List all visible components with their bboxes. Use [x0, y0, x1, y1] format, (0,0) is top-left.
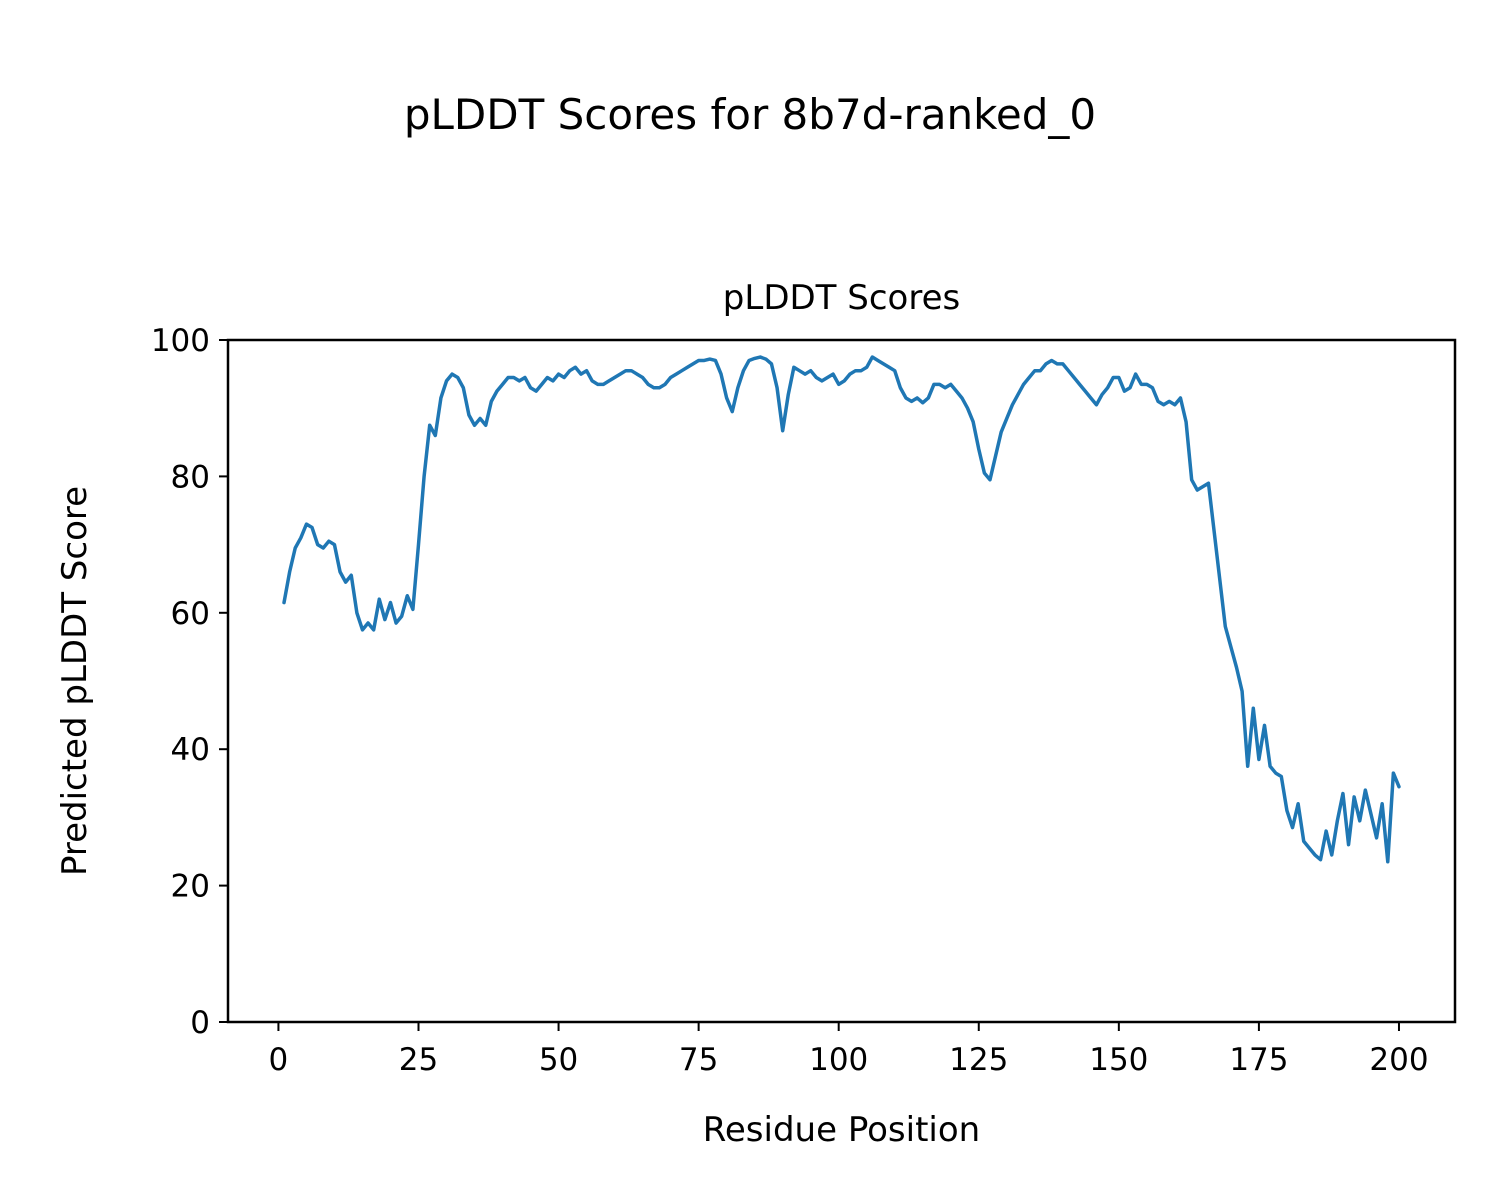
x-tick-label: 125: [949, 1042, 1008, 1078]
y-tick-label: 60: [171, 596, 210, 632]
y-tick-label: 20: [171, 869, 210, 905]
x-tick-label: 150: [1089, 1042, 1148, 1078]
x-tick-label: 75: [679, 1042, 718, 1078]
plddt-score-line: [282, 355, 1401, 864]
figure-suptitle: pLDDT Scores for 8b7d-ranked_0: [403, 90, 1097, 139]
x-tick-label: 25: [399, 1042, 438, 1078]
axes-title: pLDDT Scores: [722, 278, 961, 318]
x-tick-label: 175: [1229, 1042, 1288, 1078]
y-tick-label: 80: [171, 459, 210, 495]
x-tick-label: 50: [539, 1042, 578, 1078]
y-tick-label: 0: [190, 1005, 210, 1041]
y-tick-label: 40: [171, 732, 210, 768]
x-tick-label: 0: [269, 1042, 289, 1078]
x-tick-label: 200: [1369, 1042, 1428, 1078]
x-axis-label: Residue Position: [702, 1110, 981, 1150]
x-tick-label: 100: [809, 1042, 868, 1078]
y-tick-label: 100: [151, 323, 210, 359]
axes-frame: [226, 338, 1457, 1024]
